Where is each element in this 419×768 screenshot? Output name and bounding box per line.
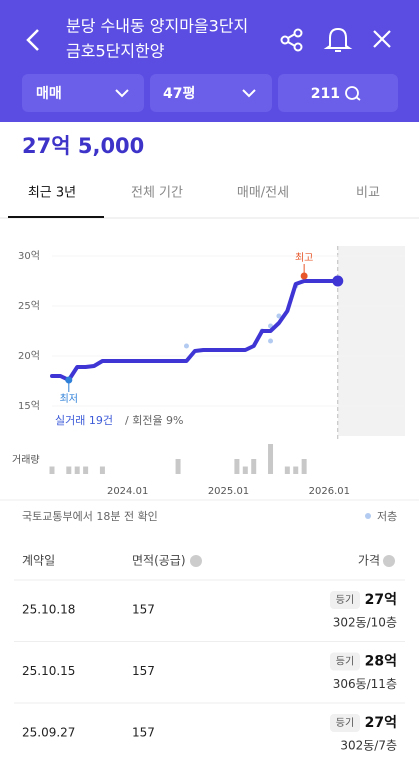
badge-bg bbox=[330, 714, 360, 732]
y-tick-label: 25억 bbox=[18, 300, 40, 312]
volume-bar bbox=[49, 466, 55, 474]
annotation-marker bbox=[300, 272, 308, 280]
current-point bbox=[332, 275, 344, 287]
unit-floor: 302동/10층 bbox=[333, 616, 397, 630]
size: 47평 bbox=[163, 85, 195, 102]
area: 157 bbox=[132, 664, 155, 678]
chat-icon bbox=[345, 86, 361, 101]
trade-point bbox=[276, 313, 282, 319]
column-header: 가격 bbox=[358, 554, 380, 568]
help-icon[interactable] bbox=[383, 555, 395, 567]
share-button[interactable] bbox=[280, 28, 303, 52]
turnover: / 회전율 9% bbox=[125, 414, 184, 427]
trade-type: 매매 bbox=[36, 86, 62, 102]
legend-label: 저층 bbox=[377, 510, 397, 523]
comment-count: 211 bbox=[311, 86, 340, 102]
volume-bar bbox=[293, 466, 299, 474]
volume-bar bbox=[175, 459, 181, 474]
help-icon[interactable] bbox=[190, 555, 202, 567]
x-tick-label: 2025.01 bbox=[208, 486, 249, 497]
volume-bar bbox=[66, 466, 72, 474]
volume-bar bbox=[74, 466, 80, 474]
volume-bar bbox=[99, 466, 105, 474]
y-tick-label: 15억 bbox=[18, 400, 40, 412]
legend-marker bbox=[365, 513, 371, 519]
annotation-label: 최저 bbox=[60, 393, 78, 405]
tab[interactable]: 매매/전세 bbox=[237, 186, 289, 201]
chevron bbox=[242, 89, 256, 98]
y-tick-label: 20억 bbox=[18, 350, 40, 362]
close-button[interactable] bbox=[373, 30, 391, 48]
badge-bg bbox=[330, 652, 360, 671]
tab[interactable]: 전체 기간 bbox=[131, 186, 183, 201]
area: 157 bbox=[132, 603, 155, 617]
column-header: 계약일 bbox=[22, 553, 55, 568]
trade-type-select[interactable] bbox=[22, 74, 144, 112]
area: 157 bbox=[132, 726, 155, 740]
annotation-marker bbox=[65, 376, 73, 384]
tab[interactable]: 비교 bbox=[356, 186, 380, 201]
volume-bar bbox=[301, 459, 307, 474]
size-select[interactable] bbox=[150, 74, 272, 112]
volume-bar bbox=[251, 459, 257, 474]
volume-bar bbox=[268, 444, 274, 474]
unit-floor: 306동/11층 bbox=[333, 677, 397, 691]
volume-bar bbox=[83, 466, 89, 474]
trade-summary: 실거래 19건 bbox=[55, 414, 113, 427]
source: 국토교통부에서 18분 전 확인 bbox=[22, 510, 158, 523]
badge: 등기 bbox=[336, 717, 354, 729]
future-area bbox=[337, 246, 405, 436]
annotation-label: 최고 bbox=[295, 252, 313, 264]
x-tick-label: 2026.01 bbox=[309, 486, 350, 497]
current-price: 27억 5,000 bbox=[22, 134, 144, 158]
contract-date: 25.10.18 bbox=[22, 603, 75, 617]
badge-bg bbox=[330, 591, 360, 609]
tab[interactable]: 최근 3년 bbox=[28, 186, 76, 201]
back-button[interactable] bbox=[26, 29, 39, 51]
price: 27억 bbox=[365, 715, 397, 731]
volume-bar bbox=[284, 466, 290, 474]
trade-point bbox=[183, 343, 189, 349]
badge: 등기 bbox=[336, 594, 354, 606]
volume-bar bbox=[242, 466, 248, 474]
price: 28억 bbox=[365, 654, 397, 670]
column-header: 면적(공급) bbox=[132, 554, 186, 568]
price: 27억 bbox=[365, 592, 397, 608]
contract-date: 25.09.27 bbox=[22, 726, 75, 740]
bell-button[interactable] bbox=[323, 27, 353, 52]
contract-date: 25.10.15 bbox=[22, 664, 75, 678]
title: 분당 수내동 양지마을3단지 bbox=[66, 17, 248, 36]
chevron bbox=[115, 89, 129, 98]
y-tick-label: 30억 bbox=[18, 250, 40, 262]
tab-underline bbox=[8, 216, 104, 218]
x-tick-label: 2024.01 bbox=[107, 486, 148, 497]
unit-floor: 302동/7층 bbox=[340, 739, 397, 753]
badge: 등기 bbox=[336, 656, 354, 668]
comments-button[interactable] bbox=[278, 74, 398, 112]
volume-bar bbox=[234, 459, 240, 474]
trade-point bbox=[268, 338, 274, 344]
price-line bbox=[50, 279, 340, 382]
volume-label: 거래량 bbox=[12, 454, 40, 466]
title: 금호5단지한양 bbox=[66, 42, 165, 61]
